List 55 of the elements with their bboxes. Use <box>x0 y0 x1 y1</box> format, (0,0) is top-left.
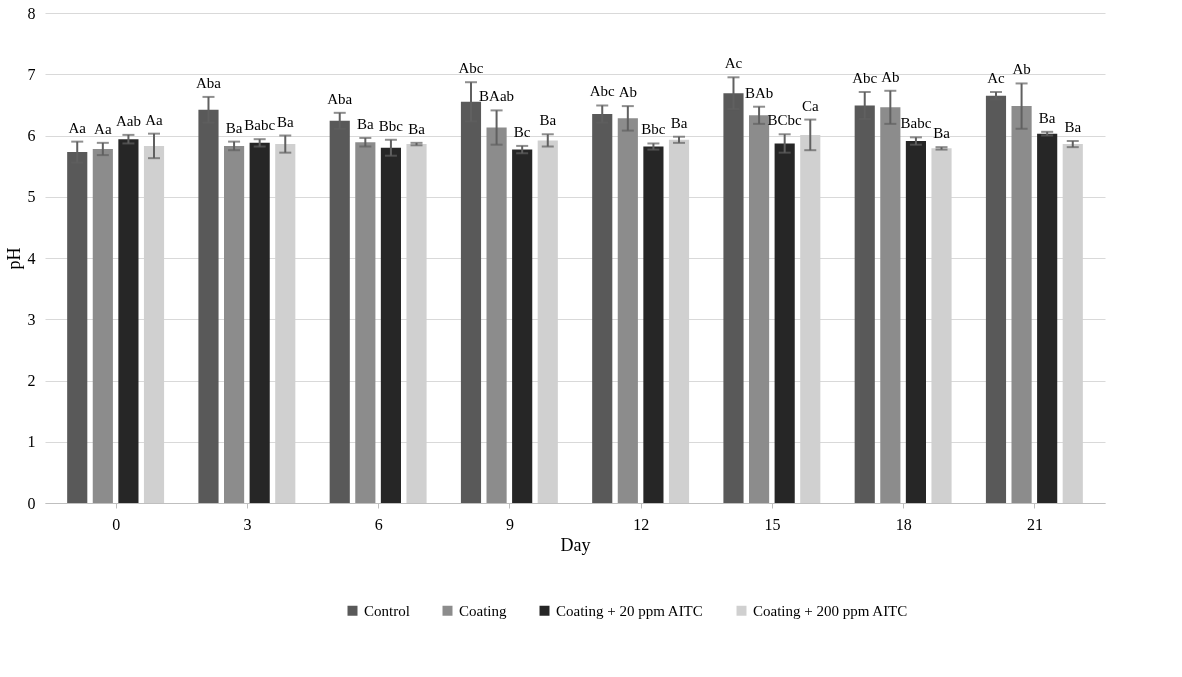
data-label: Abc <box>458 60 484 77</box>
x-tick-label: 0 <box>112 515 121 533</box>
data-label: Babc <box>900 115 932 132</box>
data-label: Ac <box>724 55 743 72</box>
data-label: Ab <box>1012 61 1031 78</box>
legend-label: Coating + 200 ppm AITC <box>753 602 908 619</box>
x-tick-label: 9 <box>505 515 514 533</box>
data-label: Ba <box>408 120 426 137</box>
x-tick-label: 18 <box>895 515 912 533</box>
data-label: Ba <box>1038 109 1056 126</box>
data-label: BCbc <box>767 112 803 129</box>
legend-label: Coating + 20 ppm AITC <box>556 602 703 619</box>
data-label: Ba <box>225 119 243 136</box>
data-label: Ca <box>801 97 819 114</box>
legend-label: Coating <box>459 602 507 619</box>
data-label: Babc <box>244 117 276 134</box>
data-label: Ab <box>618 84 637 101</box>
x-tick-label: 3 <box>243 515 252 533</box>
y-tick-label: 3 <box>27 310 36 328</box>
data-label: Ba <box>670 114 688 131</box>
legend-label: Control <box>364 602 410 619</box>
data-label: Aba <box>327 90 353 107</box>
data-label: BAb <box>744 84 774 101</box>
data-label: Aa <box>94 120 112 137</box>
y-tick-label: 5 <box>27 188 36 206</box>
y-tick-label: 6 <box>27 127 36 144</box>
data-label: Ba <box>933 125 951 142</box>
data-label: Abc <box>589 83 616 100</box>
x-axis-title: Day <box>560 534 591 555</box>
data-label: Ba <box>276 113 294 130</box>
data-label: Aab <box>115 112 141 129</box>
x-tick-label: 12 <box>633 515 650 533</box>
data-label: Ac <box>987 70 1006 87</box>
data-label: Aa <box>68 119 87 136</box>
y-tick-label: 1 <box>27 433 36 451</box>
data-label: BAab <box>479 88 515 105</box>
data-label: Bc <box>513 123 531 140</box>
y-tick-label: 8 <box>27 4 36 22</box>
y-tick-label: 2 <box>27 372 36 389</box>
y-tick-label: 0 <box>27 494 36 512</box>
data-label: Aba <box>195 74 222 91</box>
data-label: Ab <box>881 68 900 85</box>
data-label: Ba <box>539 112 557 129</box>
y-tick-label: 4 <box>27 249 36 267</box>
data-label: Abc <box>852 70 878 87</box>
y-axis-title: pH <box>3 247 24 270</box>
data-label: Aa <box>145 111 164 128</box>
data-label: Ba <box>356 115 374 132</box>
x-tick-label: 21 <box>1026 515 1043 533</box>
data-label: Ba <box>1064 119 1082 136</box>
data-label: Bbc <box>378 117 404 134</box>
data-label: Bbc <box>641 121 666 138</box>
x-tick-label: 15 <box>764 515 781 533</box>
y-tick-label: 7 <box>27 65 36 83</box>
x-tick-label: 6 <box>374 515 383 533</box>
